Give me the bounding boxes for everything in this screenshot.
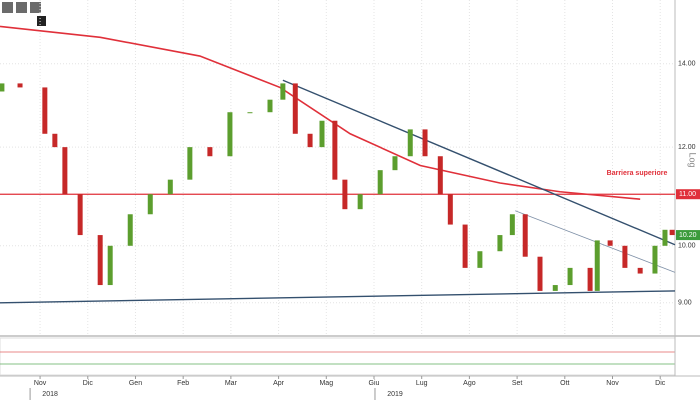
trendline [282,79,676,246]
trendline [0,290,676,304]
x-tick-label: Dic [655,380,666,387]
x-tick-label: Set [512,380,523,387]
candle [662,229,668,246]
candle [267,99,273,113]
x-tick-label: Apr [273,380,285,387]
candle [669,229,675,236]
candle [652,245,658,274]
year-label: 2019 [387,391,403,398]
toolbar [2,2,46,26]
x-tick-label: Gen [129,380,142,387]
candle [437,156,443,195]
candle [622,245,628,268]
candle [167,179,173,195]
candle [357,194,363,210]
candle [42,87,48,134]
tool-icon[interactable] [30,2,41,13]
candle [247,112,253,114]
moving-average [0,25,641,200]
candle [0,83,5,92]
candle [552,285,558,291]
x-tick-label: Lug [416,380,428,387]
annotation: Barriera superiore [607,170,668,177]
x-tick-label: Ott [560,380,569,387]
candle [17,83,23,88]
tool-icon[interactable] [2,2,13,13]
candle [97,235,103,286]
candle [587,267,593,291]
x-tick-label: Nov [606,380,619,387]
x-tick-label: Dic [83,380,94,387]
candle [607,240,613,246]
candle [377,170,383,195]
candle [62,147,68,195]
candle [497,235,503,252]
candle [227,112,233,157]
candle [462,224,468,268]
axis-label: Log [688,152,698,167]
x-tick-label: Giu [369,380,380,387]
candle [147,194,153,215]
indicator-panel [0,337,676,376]
candle [637,267,643,274]
candle [422,129,428,157]
candle [522,214,528,257]
candle [407,129,413,157]
candle [107,245,113,286]
candle [319,120,325,148]
y-tick-label: 14.00 [678,61,696,68]
candle [342,179,348,210]
candle [77,194,83,236]
candle [292,83,298,134]
tool-icon[interactable] [37,16,46,26]
candle [392,156,398,171]
x-tick-label: Mag [319,380,333,387]
price-badge-label: 11.00 [679,191,696,198]
candle [307,133,313,148]
price-badge-label: 10.20 [679,232,697,239]
x-tick-label: Nov [34,380,47,387]
y-tick-label: 9.00 [678,300,692,307]
candle [207,147,213,157]
y-tick-label: 12.00 [678,144,696,151]
candle [52,133,58,148]
x-tick-label: Ago [463,380,476,387]
candle [594,240,600,291]
price-badge [676,230,700,241]
candle [509,214,515,236]
candle [127,214,133,246]
candle [447,194,453,225]
x-tick-label: Mar [225,380,238,387]
price-badge [676,189,700,200]
candle [537,256,543,291]
tool-icon[interactable] [16,2,27,13]
year-label: 2018 [42,391,58,398]
candle [187,147,193,180]
x-tick-label: Feb [177,380,189,387]
y-tick-label: 10.00 [678,243,696,250]
candle [567,267,573,286]
candle [477,251,483,268]
candle [332,120,338,180]
candle [280,83,286,100]
